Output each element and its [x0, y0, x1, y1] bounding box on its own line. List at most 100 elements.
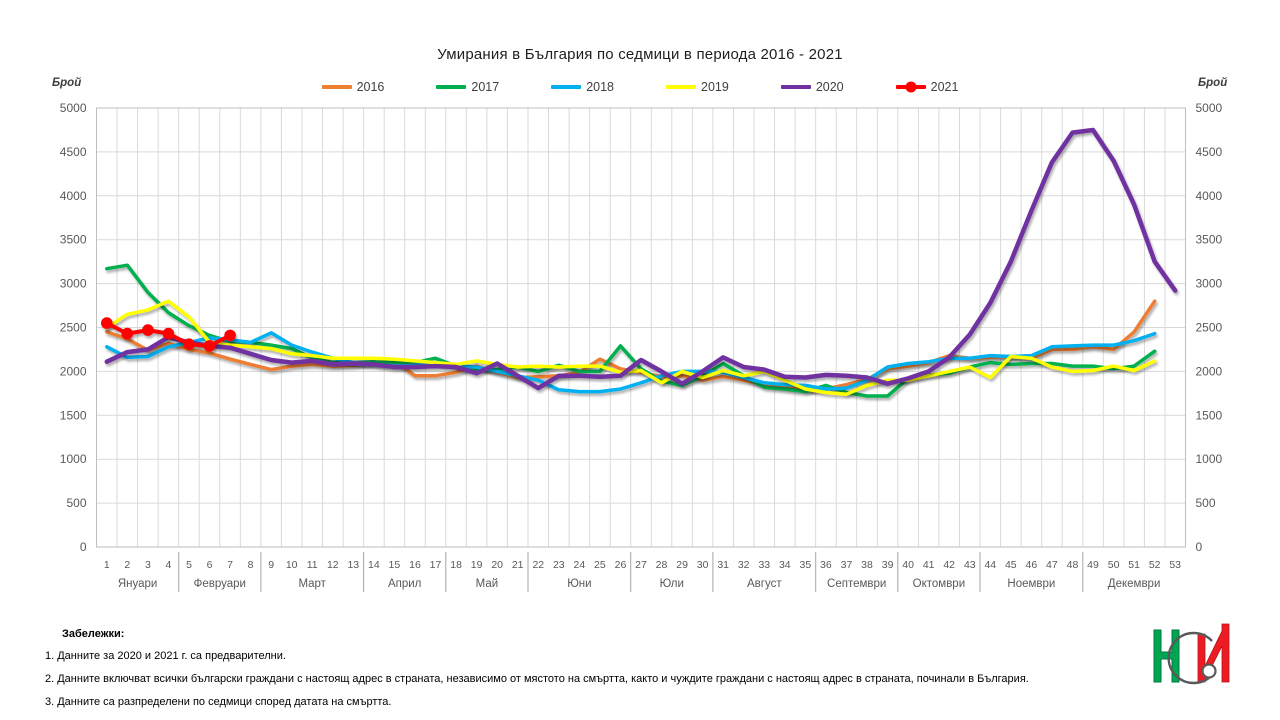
- svg-text:40: 40: [902, 559, 914, 571]
- legend-swatch-2021: [895, 81, 926, 93]
- svg-text:24: 24: [574, 559, 586, 571]
- svg-text:0: 0: [80, 540, 87, 554]
- svg-text:10: 10: [286, 559, 298, 571]
- svg-text:2000: 2000: [60, 364, 87, 378]
- legend-label-2019: 2019: [701, 80, 729, 94]
- svg-text:34: 34: [779, 559, 791, 571]
- svg-text:48: 48: [1067, 559, 1079, 571]
- svg-text:Януари: Януари: [118, 578, 158, 590]
- marker-2021-w3: [142, 324, 154, 336]
- marker-2021-w6: [203, 340, 216, 352]
- svg-text:3000: 3000: [1196, 277, 1223, 291]
- series-2020: [104, 127, 1178, 391]
- svg-text:Декември: Декември: [1108, 578, 1161, 590]
- svg-text:51: 51: [1128, 559, 1140, 571]
- note-item-2: 2. Данните включват всички български гра…: [45, 673, 1029, 685]
- svg-text:38: 38: [861, 559, 873, 571]
- svg-text:Ноември: Ноември: [1007, 578, 1055, 590]
- legend-item-2021: 2021: [895, 80, 959, 94]
- svg-text:29: 29: [676, 559, 688, 571]
- legend: 2016 2017 2018 2019 2020 2021: [0, 80, 1280, 94]
- svg-text:49: 49: [1087, 559, 1099, 571]
- svg-text:43: 43: [964, 559, 976, 571]
- x-axis-month-band: Януари Февруари Март Април Май Юни Юли Август Се…: [118, 552, 1161, 592]
- svg-text:Юни: Юни: [567, 578, 591, 590]
- svg-text:36: 36: [820, 559, 832, 571]
- svg-text:39: 39: [882, 559, 894, 571]
- svg-text:1000: 1000: [60, 452, 87, 466]
- notes-list: 1. Данните за 2020 и 2021 г. са предвари…: [45, 650, 1145, 708]
- svg-text:4: 4: [165, 559, 171, 571]
- svg-text:Февруари: Февруари: [194, 578, 246, 590]
- note-item-3: 3. Данните са разпределени по седмици сп…: [45, 696, 392, 708]
- svg-text:Април: Април: [388, 578, 421, 590]
- legend-swatch-2018: [551, 85, 582, 89]
- svg-text:35: 35: [800, 559, 812, 571]
- svg-text:11: 11: [307, 559, 318, 571]
- svg-text:1: 1: [104, 559, 110, 571]
- chart-title: Умирания в България по седмици в периода…: [437, 46, 843, 63]
- svg-text:4500: 4500: [1196, 145, 1223, 159]
- legend-marker-dot: [905, 81, 917, 93]
- svg-text:41: 41: [923, 559, 935, 571]
- svg-text:50: 50: [1108, 559, 1120, 571]
- svg-text:Август: Август: [747, 578, 782, 590]
- nsi-logo-dot: [1201, 663, 1217, 679]
- svg-text:2500: 2500: [60, 321, 87, 335]
- svg-text:46: 46: [1026, 559, 1038, 571]
- legend-item-2018: 2018: [551, 80, 614, 94]
- note-item-1: 1. Данните за 2020 и 2021 г. са предвари…: [45, 650, 286, 662]
- svg-text:Юли: Юли: [660, 578, 684, 590]
- svg-text:18: 18: [450, 559, 462, 571]
- notes-section: Забележки: 1. Данните за 2020 и 2021 г. …: [45, 628, 1145, 719]
- y-axis-left-label: Брой: [52, 77, 82, 89]
- legend-swatch-2019: [666, 85, 696, 89]
- svg-text:17: 17: [430, 559, 442, 571]
- svg-text:44: 44: [984, 559, 996, 571]
- y-axis-ticks: 0 0 500 500 1000 1000 1500 1500 2000 2000 2500 2500…: [60, 101, 1223, 554]
- y-axis-right-label: Брой: [1198, 77, 1228, 89]
- svg-text:2: 2: [124, 559, 130, 571]
- legend-item-2020: 2020: [780, 80, 844, 94]
- nsi-logo-letter-s: [1167, 631, 1213, 685]
- svg-text:3500: 3500: [1196, 233, 1223, 247]
- series-2019: [105, 299, 1157, 396]
- legend-label-2021: 2021: [930, 80, 959, 94]
- svg-text:Март: Март: [298, 578, 326, 590]
- legend-swatch-2017: [436, 85, 467, 89]
- marker-2021-w7: [224, 329, 236, 342]
- svg-text:42: 42: [943, 559, 955, 571]
- svg-text:20: 20: [491, 559, 503, 571]
- svg-text:19: 19: [471, 559, 483, 571]
- legend-item-2019: 2019: [666, 80, 729, 94]
- svg-text:9: 9: [268, 559, 274, 571]
- svg-text:4500: 4500: [60, 145, 87, 159]
- svg-text:31: 31: [717, 559, 729, 571]
- legend-item-2016: 2016: [321, 80, 384, 94]
- svg-text:5000: 5000: [1196, 101, 1223, 115]
- svg-text:30: 30: [697, 559, 709, 571]
- svg-text:12: 12: [327, 559, 339, 571]
- svg-text:4000: 4000: [1196, 189, 1223, 203]
- svg-text:Октомври: Октомври: [913, 578, 965, 590]
- svg-text:21: 21: [512, 559, 524, 571]
- gridlines: [96, 107, 1186, 548]
- svg-text:2000: 2000: [1196, 364, 1223, 378]
- marker-2021-w5: [183, 338, 195, 351]
- svg-text:52: 52: [1149, 559, 1161, 571]
- svg-text:4000: 4000: [60, 189, 87, 203]
- svg-text:7: 7: [227, 559, 233, 571]
- svg-text:3500: 3500: [60, 233, 87, 247]
- legend-swatch-2016: [321, 85, 352, 89]
- legend-swatch-2020: [780, 85, 811, 89]
- svg-text:Септември: Септември: [827, 578, 886, 590]
- svg-text:3: 3: [145, 559, 151, 571]
- series-2021: [101, 317, 236, 352]
- svg-text:27: 27: [635, 559, 647, 571]
- svg-text:37: 37: [841, 559, 853, 571]
- svg-text:2500: 2500: [1196, 321, 1223, 335]
- svg-text:8: 8: [248, 559, 254, 571]
- svg-text:5000: 5000: [60, 101, 87, 115]
- series-2017: [105, 263, 1157, 398]
